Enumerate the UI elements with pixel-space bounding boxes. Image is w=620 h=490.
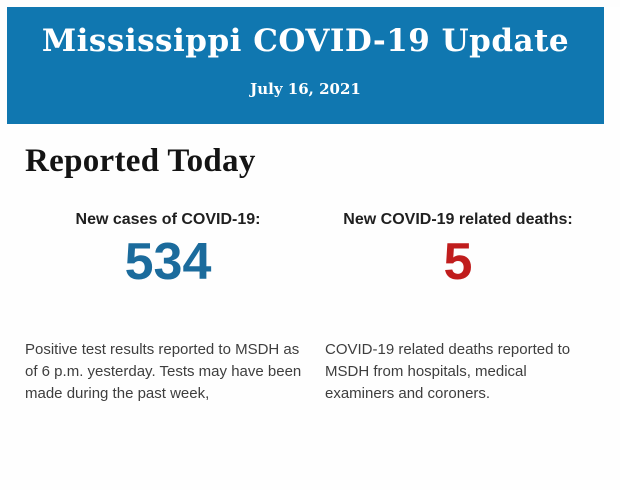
- stat-label-new-deaths: New COVID-19 related deaths:: [343, 211, 573, 228]
- stat-description-new-deaths: COVID-19 related deaths reported to MSDH…: [325, 341, 571, 402]
- section-heading: Reported Today: [25, 143, 256, 179]
- stat-card-new-cases: New cases of COVID-19: 534 Positive test…: [25, 211, 311, 405]
- stat-card-new-deaths: New COVID-19 related deaths: 5 COVID-19 …: [325, 211, 591, 405]
- stat-value-new-cases: 534: [124, 233, 212, 291]
- stat-description-new-cases: Positive test results reported to MSDH a…: [25, 341, 302, 402]
- header-banner: Mississippi COVID-19 Update July 16, 202…: [7, 7, 604, 124]
- newsletter-title: Mississippi COVID-19 Update: [41, 23, 570, 59]
- newsletter-page: Mississippi COVID-19 Update July 16, 202…: [0, 7, 620, 490]
- newsletter-date: July 16, 2021: [250, 79, 361, 98]
- stat-value-new-deaths: 5: [443, 233, 473, 291]
- report-content: Reported Today New cases of COVID-19: 53…: [0, 143, 620, 405]
- stat-label-new-cases: New cases of COVID-19:: [75, 211, 261, 228]
- stats-row: New cases of COVID-19: 534 Positive test…: [25, 211, 595, 405]
